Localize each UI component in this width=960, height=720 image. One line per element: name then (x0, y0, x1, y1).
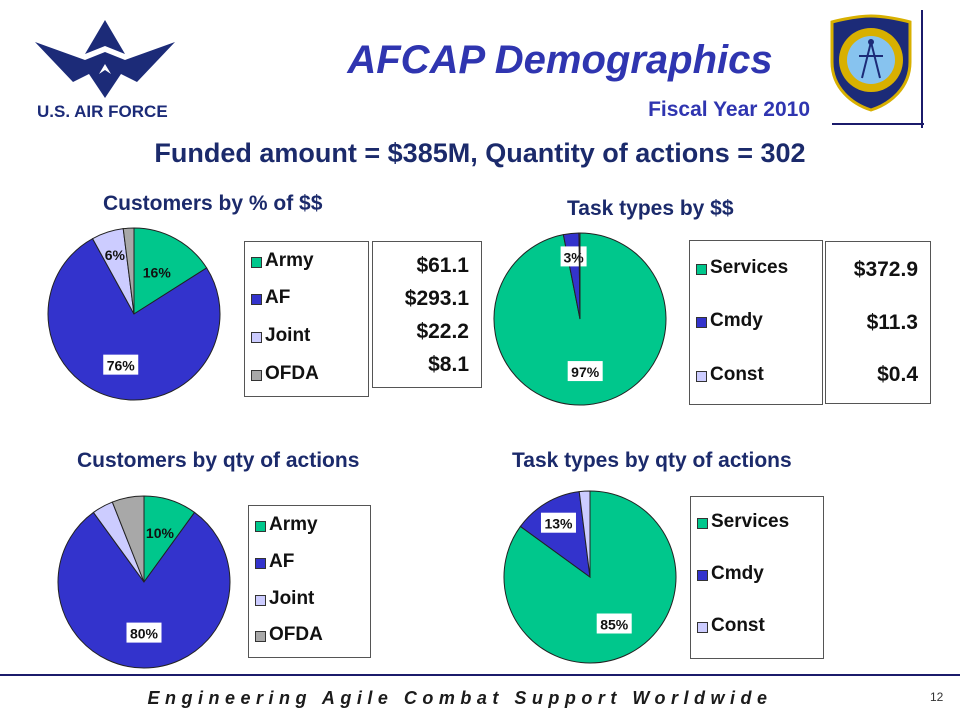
summary-line: Funded amount = $385M, Quantity of actio… (154, 138, 806, 168)
legend-swatch-af (255, 558, 266, 569)
value-services: $372.9 (853, 258, 918, 281)
data-label-bg (567, 361, 603, 382)
page-title: AFCAP Demographics (347, 38, 773, 82)
chart3-pie: 10% 80% (57, 495, 231, 669)
chart2-title: Task types by $$ (567, 197, 734, 220)
data-label-af: 76% (107, 358, 136, 374)
legend-swatch-army (255, 521, 266, 532)
legend-label-const: Const (711, 615, 765, 636)
pie-slice-army (133, 227, 208, 315)
chart4-title: Task types by qty of actions (512, 449, 792, 472)
chart1-title: Customers by % of $$ (103, 192, 323, 215)
value-army: $61.1 (416, 254, 469, 277)
legend-label-army: Army (269, 514, 318, 535)
data-label-bg (596, 613, 632, 634)
chart2-legend: Services Cmdy Const (689, 240, 823, 405)
emblem-shield-icon (830, 14, 912, 112)
legend-label-const: Const (710, 364, 764, 385)
legend-swatch-cmdy (696, 317, 707, 328)
legend-swatch-const (697, 622, 708, 633)
chart3-title: Customers by qty of actions (77, 449, 360, 472)
data-label-bg (103, 354, 139, 375)
pie-slice-const (578, 490, 591, 578)
chart4-pie: 85% 13% (503, 490, 677, 664)
legend-label-af: AF (269, 551, 295, 572)
legend-swatch-af (251, 294, 262, 305)
page-subtitle: Fiscal Year 2010 (648, 98, 810, 121)
data-label-bg (126, 622, 162, 643)
legend-swatch-joint (251, 332, 262, 343)
legend-label-ofda: OFDA (269, 624, 323, 645)
header-horizontal-rule (832, 123, 924, 125)
legend-label-joint: Joint (265, 325, 311, 346)
chart4-legend: Services Cmdy Const (690, 496, 824, 659)
chart2-pie: 97% 3% (493, 232, 667, 406)
legend-swatch-const (696, 371, 707, 382)
data-label-army: 10% (146, 525, 175, 541)
pie-slice-const (578, 232, 581, 320)
value-cmdy: $11.3 (866, 311, 918, 334)
legend-label-af: AF (265, 287, 291, 308)
legend-swatch-ofda (255, 631, 266, 642)
data-label-af: 80% (130, 626, 159, 642)
value-const: $0.4 (877, 363, 918, 386)
value-ofda: $8.1 (428, 353, 469, 376)
data-label-army: 16% (143, 265, 172, 281)
legend-label-army: Army (265, 250, 314, 271)
pie-slice-af (47, 237, 221, 401)
data-label-cmdy: 13% (544, 516, 573, 532)
chart3-legend: Army AF Joint OFDA (248, 505, 371, 658)
chart2-value-box: $372.9 $11.3 $0.4 (825, 241, 931, 404)
afcesa-emblem (826, 12, 916, 112)
legend-label-cmdy: Cmdy (710, 310, 763, 331)
legend-swatch-cmdy (697, 570, 708, 581)
legend-swatch-army (251, 257, 262, 268)
legend-label-ofda: OFDA (265, 363, 319, 384)
pie-slice-ofda (122, 227, 135, 315)
legend-label-services: Services (711, 511, 790, 532)
legend-label-joint: Joint (269, 588, 315, 609)
value-af: $293.1 (404, 287, 469, 310)
legend-swatch-ofda (251, 370, 262, 381)
chart1-value-box: $61.1 $293.1 $22.2 $8.1 (372, 241, 482, 388)
us-air-force-logo: U.S. AIR FORCE (25, 12, 185, 124)
footer-rule (0, 674, 960, 676)
header-vertical-rule (921, 10, 923, 128)
logo-text: U.S. AIR FORCE (37, 102, 168, 121)
chart1-pie: 16% 76% 6% (47, 227, 221, 401)
footer-tagline: Engineering Agile Combat Support Worldwi… (147, 688, 773, 708)
chart1-legend: Army AF Joint OFDA (244, 241, 369, 397)
air-force-wings-icon (35, 20, 175, 98)
legend-label-cmdy: Cmdy (711, 563, 764, 584)
page-number: 12 (930, 690, 944, 704)
legend-swatch-services (697, 518, 708, 529)
data-label-joint: 6% (105, 247, 126, 263)
value-joint: $22.2 (416, 320, 469, 343)
data-label-cmdy: 3% (563, 249, 584, 265)
data-label-bg (540, 512, 576, 533)
pie-slice-af (57, 511, 231, 669)
legend-swatch-joint (255, 595, 266, 606)
legend-swatch-services (696, 264, 707, 275)
data-label-services: 85% (600, 617, 629, 633)
legend-label-services: Services (710, 257, 789, 278)
data-label-services: 97% (571, 364, 600, 380)
pie-slice-ofda (111, 495, 145, 583)
